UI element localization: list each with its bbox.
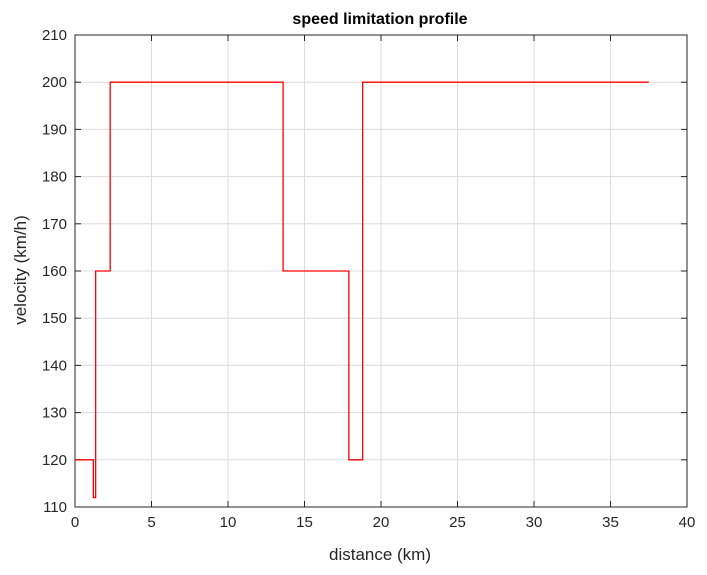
x-tick-label: 25	[449, 514, 466, 531]
y-axis-title: velocity (km/h)	[11, 215, 30, 325]
y-tick-label: 120	[42, 452, 67, 469]
y-tick-label: 170	[42, 216, 67, 233]
series-layer	[75, 81, 649, 499]
axis-ticks: 0 5 10 15 20 25 30 35 40 110 120 130 140 150 160 170 180…	[42, 27, 695, 531]
y-tick-label: 180	[42, 169, 67, 186]
y-tick-label: 190	[42, 121, 67, 138]
x-tick-label: 0	[71, 514, 79, 531]
grid	[75, 35, 687, 507]
x-tick-label: 20	[373, 514, 390, 531]
y-tick-label: 130	[42, 405, 67, 422]
y-tick-label: 160	[42, 263, 67, 280]
y-tick-label: 210	[42, 27, 67, 44]
y-tick-label: 140	[42, 357, 67, 374]
x-tick-label: 35	[602, 514, 619, 531]
series-line-1	[75, 81, 649, 499]
x-axis-title: distance (km)	[329, 545, 431, 564]
x-tick-label: 40	[679, 514, 696, 531]
x-tick-label: 5	[147, 514, 155, 531]
x-tick-label: 30	[526, 514, 543, 531]
y-tick-label: 200	[42, 74, 67, 91]
chart-title: speed limitation profile	[292, 11, 467, 28]
x-tick-label: 10	[220, 514, 237, 531]
x-tick-label: 15	[296, 514, 313, 531]
y-tick-label: 110	[43, 499, 67, 516]
y-tick-label: 150	[42, 310, 67, 327]
